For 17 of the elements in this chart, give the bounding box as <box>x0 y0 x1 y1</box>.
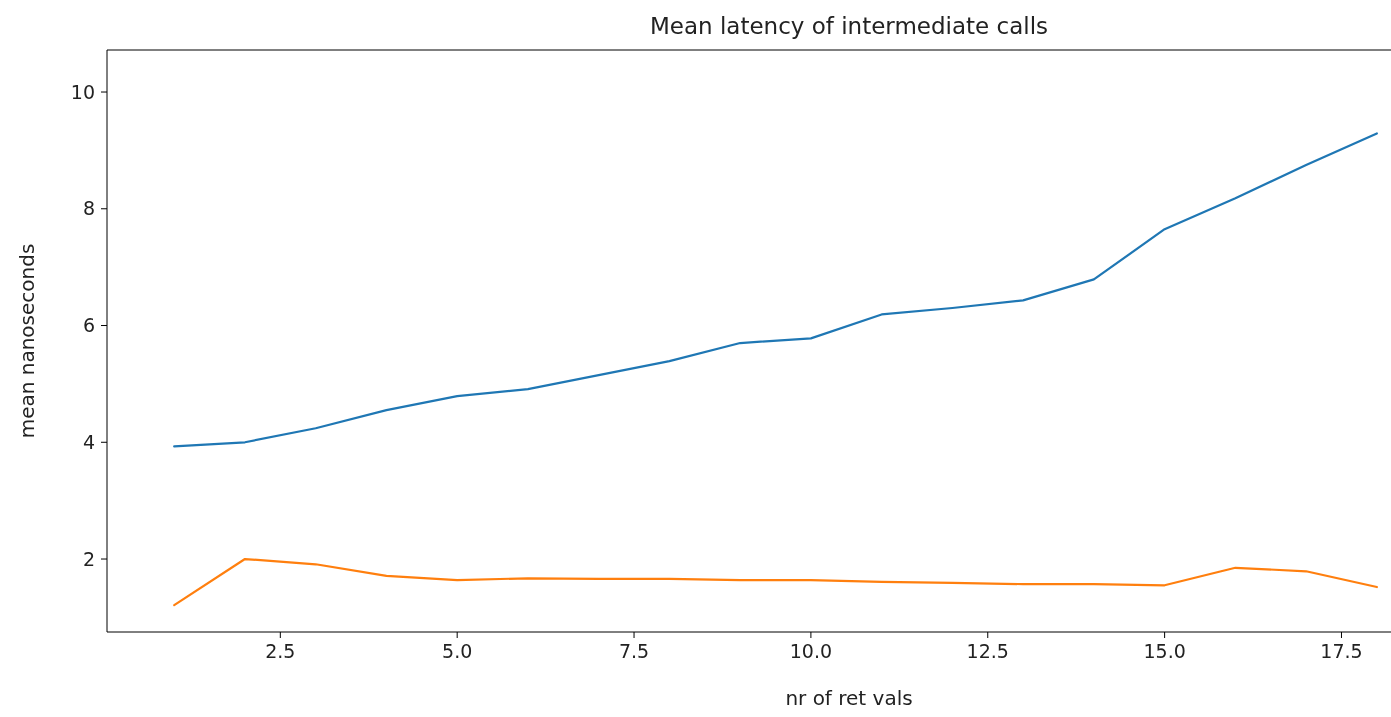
x-tick-label: 7.5 <box>618 640 650 662</box>
chart-title: Mean latency of intermediate calls <box>649 13 1049 39</box>
x-tick-label: 2.5 <box>265 640 296 662</box>
y-tick-label: 10 <box>70 80 95 103</box>
line-series <box>173 557 1378 607</box>
x-tick-label: 10.0 <box>789 640 833 662</box>
y-axis-title: mean nanoseconds <box>15 243 39 439</box>
x-tick-label: 17.5 <box>1320 640 1363 662</box>
line-series <box>173 132 1378 448</box>
x-tick-label: 5.0 <box>442 640 473 662</box>
y-tick-label: 8 <box>82 197 95 220</box>
x-axis-title: nr of ret vals <box>785 686 913 710</box>
y-tick-label: 6 <box>82 314 95 337</box>
y-tick-label: 2 <box>82 547 95 570</box>
x-tick-label: 12.5 <box>966 640 1009 662</box>
x-tick-label: 15.0 <box>1143 640 1186 662</box>
y-tick-label: 4 <box>82 430 95 453</box>
